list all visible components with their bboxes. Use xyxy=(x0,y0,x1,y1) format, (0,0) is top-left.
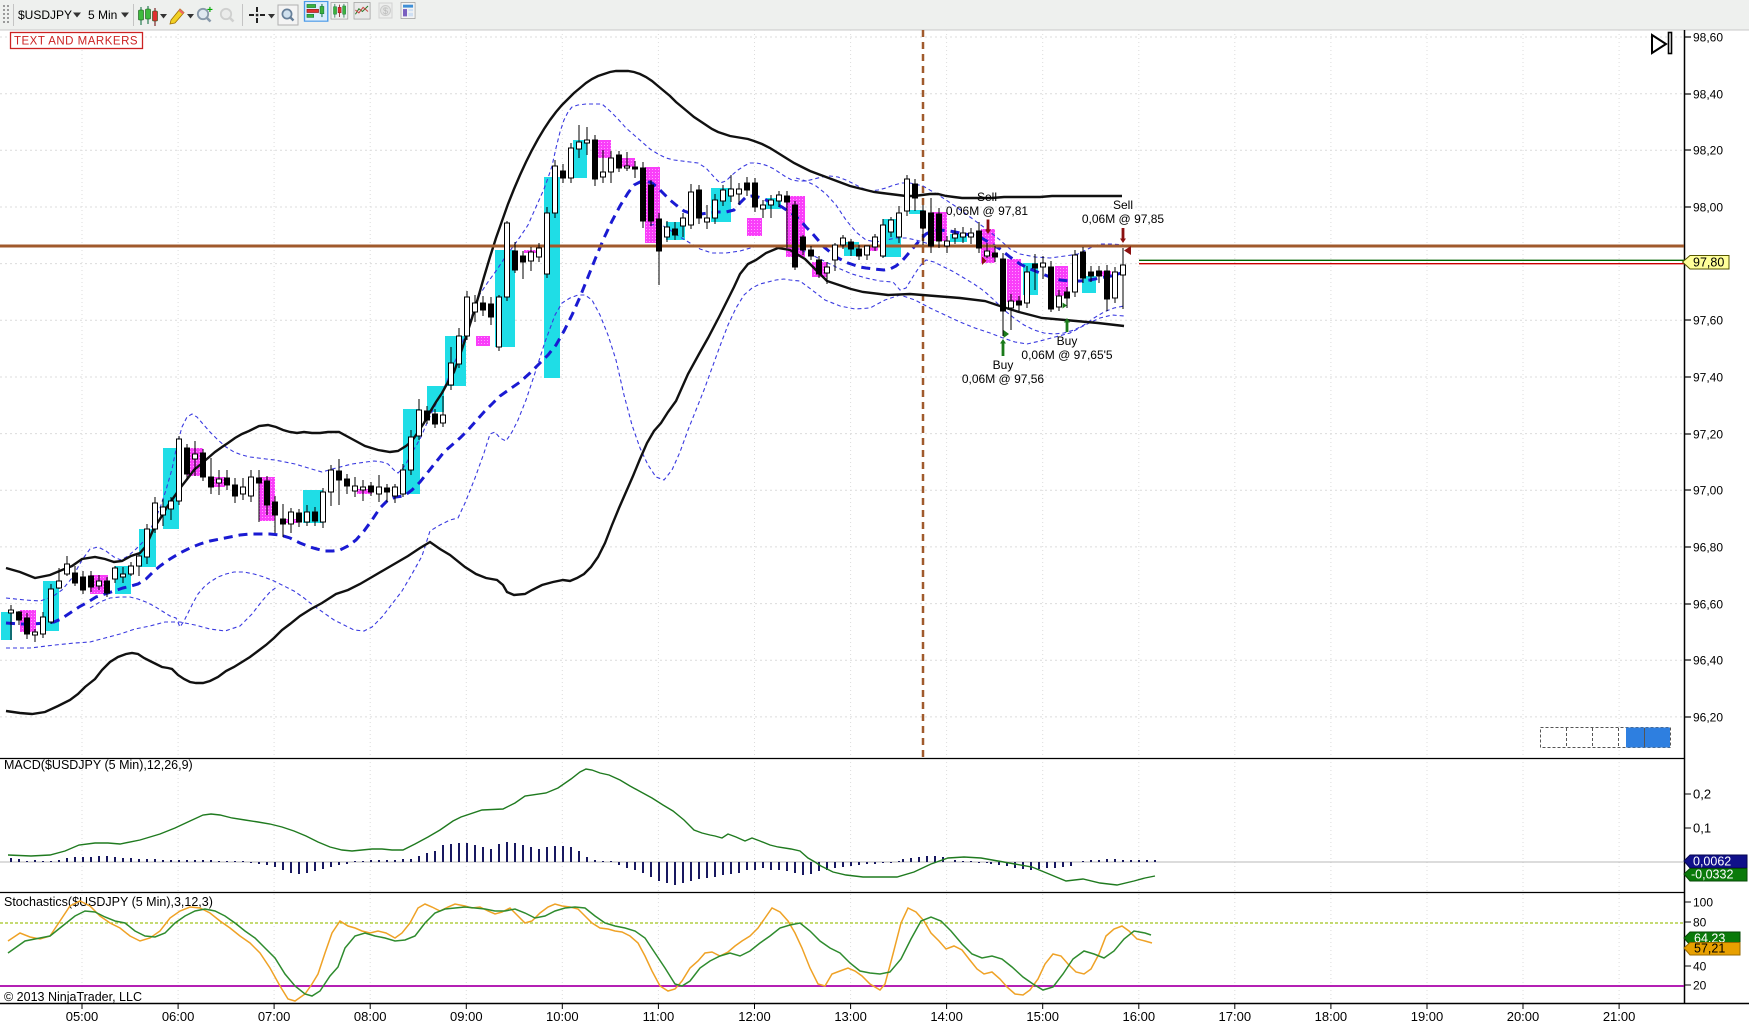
svg-text:40: 40 xyxy=(1693,960,1707,974)
svg-text:Buy: Buy xyxy=(993,358,1014,372)
svg-text:21:00: 21:00 xyxy=(1603,1009,1636,1024)
svg-text:08:00: 08:00 xyxy=(354,1009,387,1024)
svg-text:$USDJPY: $USDJPY xyxy=(18,8,72,22)
svg-text:13:00: 13:00 xyxy=(834,1009,867,1024)
svg-text:TEXT AND MARKERS: TEXT AND MARKERS xyxy=(14,36,138,48)
svg-text:MACD($USDJPY (5 Min),12,26,9): MACD($USDJPY (5 Min),12,26,9) xyxy=(4,758,193,772)
svg-text:19:00: 19:00 xyxy=(1411,1009,1444,1024)
svg-text:15:00: 15:00 xyxy=(1026,1009,1059,1024)
svg-text:Buy: Buy xyxy=(1057,334,1078,348)
svg-text:12:00: 12:00 xyxy=(738,1009,771,1024)
svg-text:98,00: 98,00 xyxy=(1693,201,1723,215)
svg-text:18:00: 18:00 xyxy=(1315,1009,1348,1024)
svg-text:97,20: 97,20 xyxy=(1693,428,1723,442)
svg-text:97,60: 97,60 xyxy=(1693,314,1723,328)
svg-text:0,0062: 0,0062 xyxy=(1693,855,1731,869)
svg-text:20:00: 20:00 xyxy=(1507,1009,1540,1024)
svg-text:$: $ xyxy=(383,6,388,16)
svg-text:06:00: 06:00 xyxy=(162,1009,195,1024)
svg-text:0,2: 0,2 xyxy=(1693,787,1711,802)
svg-text:0,06M @ 97,56: 0,06M @ 97,56 xyxy=(962,372,1045,386)
svg-text:17:00: 17:00 xyxy=(1219,1009,1252,1024)
svg-text:0,06M @ 97,85: 0,06M @ 97,85 xyxy=(1082,212,1165,226)
svg-text:Sell: Sell xyxy=(977,190,997,204)
svg-text:© 2013 NinjaTrader, LLC: © 2013 NinjaTrader, LLC xyxy=(4,990,142,1004)
svg-text:16:00: 16:00 xyxy=(1123,1009,1156,1024)
svg-text:Stochastics($USDJPY (5 Min),3,: Stochastics($USDJPY (5 Min),3,12,3) xyxy=(4,895,213,909)
svg-text:10:00: 10:00 xyxy=(546,1009,579,1024)
svg-text:97,80: 97,80 xyxy=(1693,256,1724,270)
svg-text:97,00: 97,00 xyxy=(1693,484,1723,498)
svg-text:0,06M @ 97,65'5: 0,06M @ 97,65'5 xyxy=(1021,348,1113,362)
svg-text:+: + xyxy=(207,5,213,16)
svg-text:05:00: 05:00 xyxy=(66,1009,99,1024)
svg-text:0,06M @ 97,81: 0,06M @ 97,81 xyxy=(946,204,1029,218)
svg-text:Sell: Sell xyxy=(1113,198,1133,212)
svg-text:20: 20 xyxy=(1693,979,1707,993)
svg-text:57,21: 57,21 xyxy=(1694,942,1725,956)
svg-text:97,40: 97,40 xyxy=(1693,371,1723,385)
svg-text:98,60: 98,60 xyxy=(1693,31,1723,45)
svg-text:09:00: 09:00 xyxy=(450,1009,483,1024)
svg-text:96,40: 96,40 xyxy=(1693,654,1723,668)
svg-text:100: 100 xyxy=(1693,896,1713,910)
svg-text:0,1: 0,1 xyxy=(1693,821,1711,836)
svg-text:96,60: 96,60 xyxy=(1693,598,1723,612)
svg-text:-0,0332: -0,0332 xyxy=(1691,868,1733,882)
svg-text:96,80: 96,80 xyxy=(1693,541,1723,555)
svg-text:98,40: 98,40 xyxy=(1693,88,1723,102)
svg-text:80: 80 xyxy=(1693,916,1707,930)
svg-text:14:00: 14:00 xyxy=(930,1009,963,1024)
svg-text:07:00: 07:00 xyxy=(258,1009,291,1024)
svg-text:11:00: 11:00 xyxy=(643,1009,675,1024)
svg-text:98,20: 98,20 xyxy=(1693,144,1723,158)
svg-text:96,20: 96,20 xyxy=(1693,711,1723,725)
svg-text:5 Min: 5 Min xyxy=(88,8,117,22)
